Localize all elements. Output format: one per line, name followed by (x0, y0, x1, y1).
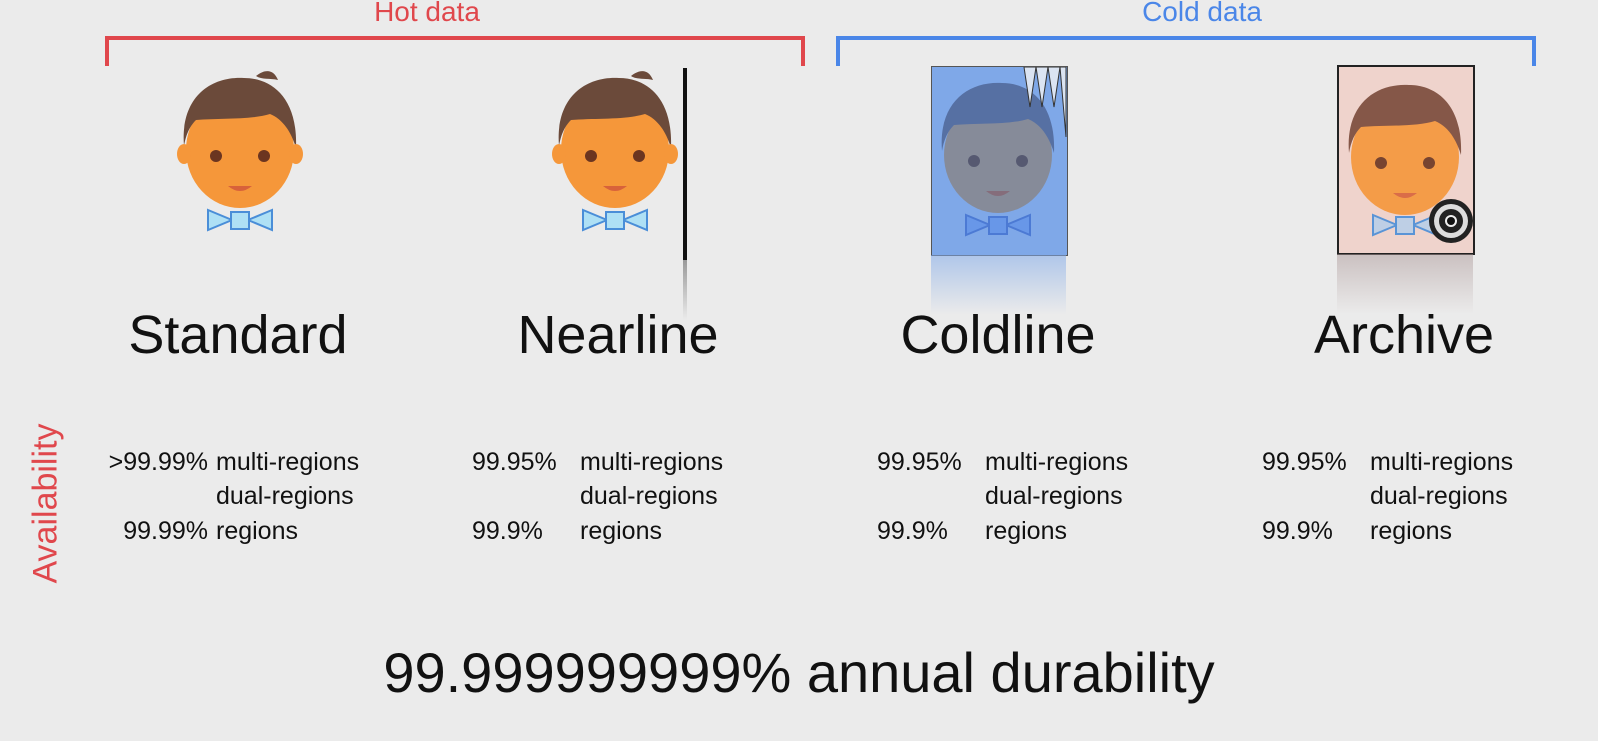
availability-scope: dual-regions (580, 482, 718, 510)
availability-row: 99.9% regions (1262, 514, 1582, 549)
availability-pct: 99.95% (472, 448, 557, 476)
coldline-reflection (931, 255, 1066, 315)
person-icon (552, 71, 678, 232)
availability-scope: dual-regions (216, 482, 354, 510)
availability-pct: 99.95% (877, 448, 962, 476)
availability-scope: multi-regions (985, 448, 1129, 476)
divider-line (683, 68, 687, 260)
divider-line-reflection (683, 260, 687, 320)
availability-coldline: 99.95% multi-regions dual-regions 99.9% … (877, 445, 1197, 555)
availability-scope: regions (1370, 517, 1452, 545)
tier-name-archive: Archive (1313, 305, 1495, 365)
tier-name-nearline: Nearline (517, 305, 719, 365)
durability-text: 99.999999999% annual durability (383, 641, 1215, 704)
availability-standard: >99.99% multi-regions dual-regions 99.99… (88, 445, 408, 555)
availability-nearline: 99.95% multi-regions dual-regions 99.9% … (472, 445, 792, 555)
availability-scope: dual-regions (1370, 482, 1508, 510)
availability-pct: 99.9% (472, 517, 543, 545)
availability-pct: 99.9% (877, 517, 948, 545)
availability-pct: 99.9% (1262, 517, 1333, 545)
availability-row: dual-regions (472, 479, 792, 514)
availability-pct: >99.99% (108, 448, 208, 476)
availability-row: dual-regions (88, 479, 408, 514)
person-icon (177, 71, 303, 232)
availability-pct: 99.99% (123, 517, 208, 545)
availability-row: dual-regions (877, 479, 1197, 514)
availability-row: 99.9% regions (472, 514, 792, 549)
availability-scope: regions (216, 517, 298, 545)
availability-scope: dual-regions (985, 482, 1123, 510)
archive-reflection (1337, 254, 1473, 314)
availability-row: 99.95% multi-regions (877, 445, 1197, 480)
availability-label: Availability (26, 423, 65, 584)
tier-name-standard: Standard (128, 305, 348, 365)
tier-name-coldline: Coldline (900, 305, 1096, 365)
availability-row: 99.9% regions (877, 514, 1197, 549)
hot-data-bracket (105, 36, 805, 66)
availability-row: 99.95% multi-regions (1262, 445, 1582, 480)
availability-pct: 99.95% (1262, 448, 1347, 476)
person-frame-icon (931, 66, 1068, 256)
vault-dial-icon (1429, 199, 1473, 243)
availability-row: dual-regions (1262, 479, 1582, 514)
availability-scope: multi-regions (216, 448, 360, 476)
availability-scope: regions (580, 517, 662, 545)
availability-row: 99.95% multi-regions (472, 445, 792, 480)
person-vault-icon (1337, 65, 1475, 255)
availability-scope: regions (985, 517, 1067, 545)
cold-data-bracket (836, 36, 1536, 66)
availability-scope: multi-regions (580, 448, 724, 476)
availability-archive: 99.95% multi-regions dual-regions 99.9% … (1262, 445, 1582, 555)
availability-row: >99.99% multi-regions (88, 445, 408, 480)
availability-row: 99.99% regions (88, 514, 408, 549)
hot-data-label: Hot data (374, 0, 480, 27)
availability-scope: multi-regions (1370, 448, 1514, 476)
cold-data-label: Cold data (1142, 0, 1262, 27)
